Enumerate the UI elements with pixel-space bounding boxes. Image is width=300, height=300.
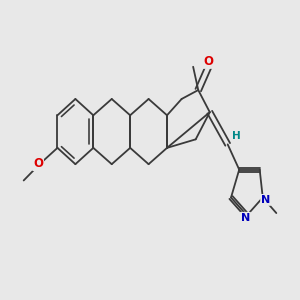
Text: N: N: [261, 195, 270, 205]
Text: H: H: [232, 131, 241, 141]
Text: O: O: [33, 157, 43, 170]
Text: O: O: [203, 55, 214, 68]
Text: N: N: [241, 213, 250, 223]
